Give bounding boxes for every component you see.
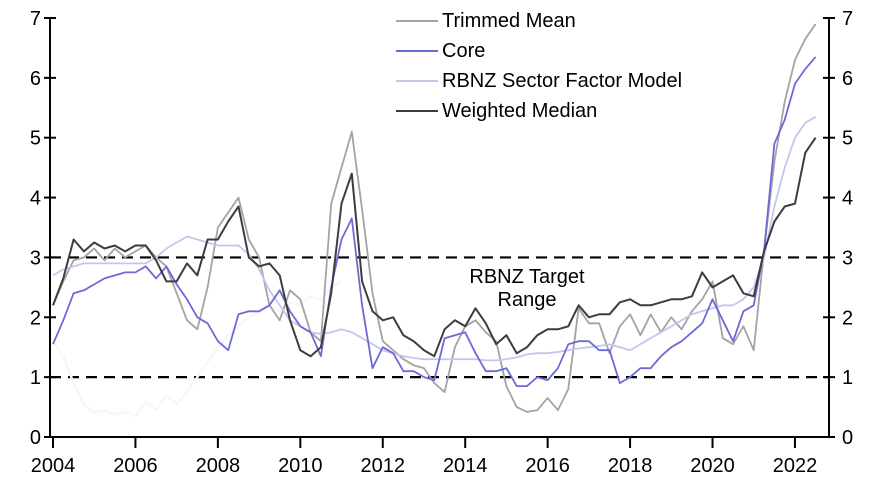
target-range-lines bbox=[50, 256, 829, 379]
x-tick-label: 2022 bbox=[773, 455, 818, 477]
faint-ghost-line bbox=[51, 280, 343, 418]
y-tick-label-right: 0 bbox=[842, 427, 853, 449]
y-tick-label-left: 1 bbox=[30, 367, 41, 389]
trimmed-mean-line-swatch bbox=[396, 19, 438, 23]
y-tick-label-left: 0 bbox=[30, 427, 41, 449]
x-tick-label: 2006 bbox=[113, 455, 158, 477]
legend: Trimmed Mean Core RBNZ Sector Factor Mod… bbox=[396, 6, 682, 126]
y-tick-label-left: 7 bbox=[30, 8, 41, 30]
y-tick-label-left: 2 bbox=[30, 307, 41, 329]
annotation-line-2: Range bbox=[497, 289, 557, 311]
axis-tick-labels: 0 0 1 1 2 2 3 3 4 4 5 5 6 6 7 7 2004 2006 2008 2010 2012 2014… bbox=[30, 8, 853, 477]
series-lines bbox=[52, 23, 817, 413]
y-tick-label-left: 6 bbox=[30, 68, 41, 90]
y-tick-label-left: 5 bbox=[30, 128, 41, 150]
x-tick-label: 2014 bbox=[443, 455, 488, 477]
weighted-median-line-swatch bbox=[396, 109, 438, 113]
legend-label: Core bbox=[442, 40, 486, 62]
x-tick-label: 2020 bbox=[690, 455, 735, 477]
rbnz-sector-factor-model-line-swatch bbox=[396, 79, 438, 83]
x-tick-label: 2018 bbox=[608, 455, 653, 477]
annotation-line-1: RBNZ Target bbox=[469, 266, 585, 288]
y-tick-label-right: 6 bbox=[842, 68, 853, 90]
legend-item-trimmed-mean: Trimmed Mean bbox=[396, 6, 682, 36]
line-weighted-median bbox=[52, 137, 817, 358]
x-tick-label: 2008 bbox=[196, 455, 241, 477]
line-core bbox=[52, 56, 817, 388]
legend-label: Trimmed Mean bbox=[442, 10, 576, 32]
target-range-annotation: RBNZ Target Range bbox=[417, 266, 637, 312]
y-tick-label-right: 3 bbox=[842, 247, 853, 269]
axes bbox=[44, 17, 835, 448]
x-tick-label: 2010 bbox=[278, 455, 323, 477]
y-tick-label-right: 5 bbox=[842, 128, 853, 150]
y-tick-label-left: 4 bbox=[30, 188, 41, 210]
y-tick-label-left: 3 bbox=[30, 247, 41, 269]
x-tick-label: 2016 bbox=[525, 455, 570, 477]
y-tick-label-right: 7 bbox=[842, 8, 853, 30]
legend-item-core: Core bbox=[396, 36, 682, 66]
core-line-swatch bbox=[396, 49, 438, 53]
legend-label: Weighted Median bbox=[442, 100, 598, 122]
legend-item-weighted-median: Weighted Median bbox=[396, 96, 682, 126]
legend-item-rbnz-sector-factor-model: RBNZ Sector Factor Model bbox=[396, 66, 682, 96]
legend-label: RBNZ Sector Factor Model bbox=[442, 70, 683, 92]
y-tick-label-right: 4 bbox=[842, 188, 853, 210]
x-tick-label: 2012 bbox=[361, 455, 406, 477]
line-rbnz-sector-factor-model bbox=[52, 116, 817, 362]
ghost-line bbox=[51, 280, 343, 418]
y-tick-label-right: 1 bbox=[842, 367, 853, 389]
y-tick-label-right: 2 bbox=[842, 307, 853, 329]
x-tick-label: 2004 bbox=[31, 455, 76, 477]
